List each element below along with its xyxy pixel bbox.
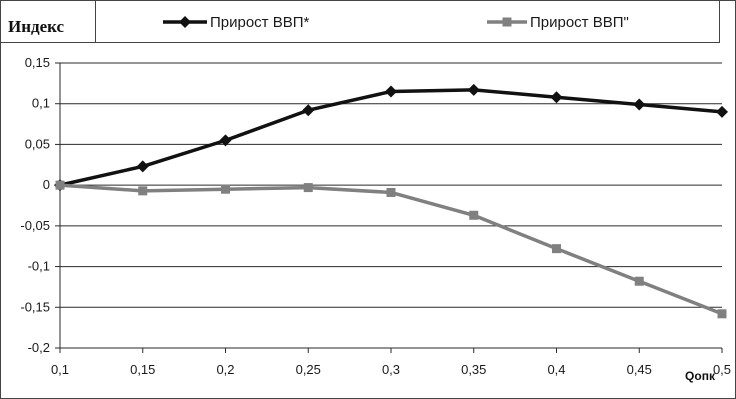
x-tick-label: 0,35: [461, 362, 486, 377]
x-axis-label: Qопк: [685, 369, 716, 383]
data-point-diamond: [467, 83, 480, 96]
y-tick-label: -0,1: [28, 259, 50, 274]
data-point-square: [55, 180, 65, 190]
y-tick-label: 0: [43, 177, 50, 192]
legend-item-1: Прирост ВВП*: [163, 14, 310, 31]
data-point-square: [303, 183, 313, 193]
data-point-square: [552, 244, 561, 254]
y-tick-label: 0,1: [32, 96, 50, 111]
x-tick-label: 0,2: [216, 362, 234, 377]
x-tick-label: 0,5: [713, 362, 731, 377]
x-tick-label: 0,4: [547, 362, 565, 377]
data-point-square: [386, 187, 396, 197]
data-point-diamond: [633, 98, 646, 111]
legend-label: Прирост ВВП*: [210, 14, 310, 31]
x-tick-label: 0,15: [130, 362, 155, 377]
data-point-diamond: [219, 134, 232, 147]
data-point-square: [221, 184, 230, 194]
data-point-square: [717, 309, 727, 319]
series-2: [55, 180, 727, 319]
y-tick-label: -0,05: [20, 218, 50, 233]
axes: [55, 62, 723, 353]
y-tick-label: -0,2: [28, 340, 50, 355]
data-point-square: [138, 186, 148, 196]
series-group: [54, 83, 728, 319]
data-point-diamond: [136, 160, 149, 173]
data-point-diamond: [385, 85, 397, 98]
data-point-square: [502, 17, 512, 27]
y-tick-labels: 0,15 0,1 0,05 0 -0,05 -0,1 -0,15 -0,2: [20, 55, 50, 355]
x-tick-label: 0,45: [627, 362, 652, 377]
y-tick-label: 0,05: [25, 136, 50, 151]
legend-label: Прирост ВВП": [530, 14, 629, 31]
y-axis-label: Индекс: [8, 17, 65, 36]
x-tick-labels: 0,1 0,15 0,2 0,25 0,3 0,35 0,4 0,45 0,5: [51, 362, 731, 377]
data-point-diamond: [302, 104, 315, 117]
x-tick-label: 0,1: [51, 362, 69, 377]
data-point-diamond: [179, 16, 191, 28]
data-point-square: [634, 276, 644, 286]
x-tick-label: 0,25: [296, 362, 321, 377]
x-tick-label: 0,3: [382, 362, 400, 377]
y-tick-label: -0,15: [20, 299, 50, 314]
data-point-diamond: [716, 105, 728, 118]
legend-item-2: Прирост ВВП": [487, 14, 629, 31]
ylabel-box: [0, 0, 96, 43]
data-point-diamond: [550, 91, 563, 104]
legend-items: Прирост ВВП* Прирост ВВП": [163, 14, 629, 31]
y-tick-label: 0,15: [25, 55, 50, 70]
data-point-square: [469, 210, 479, 220]
